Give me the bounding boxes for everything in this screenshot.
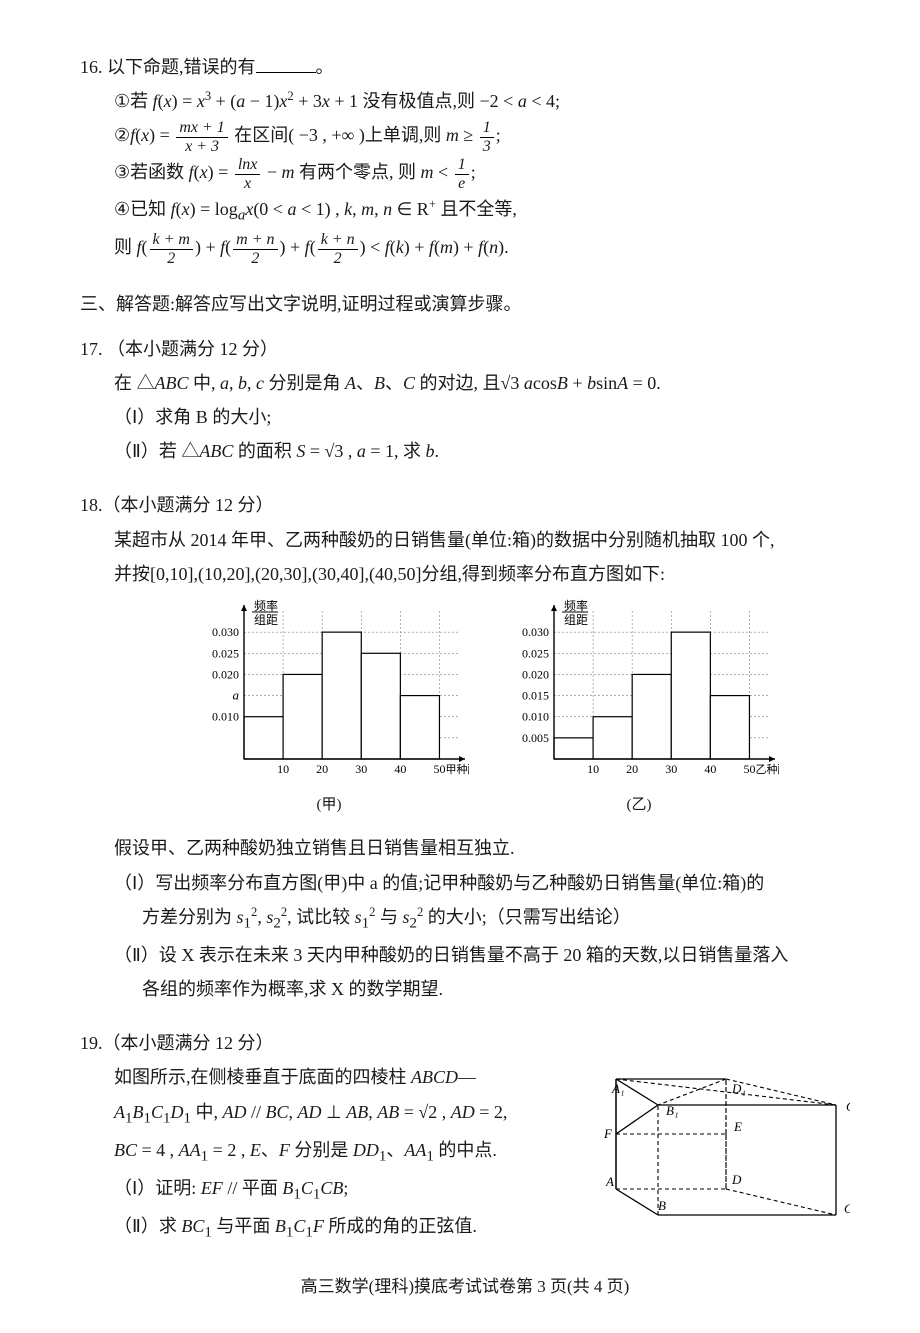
chart-b-caption: (乙) bbox=[627, 791, 652, 820]
chart-a-wrap: 10 20 30 40 50 0.010 0.020 0.025 0.030 a 频率组距甲种酸奶日… bbox=[189, 599, 469, 820]
svg-text:0.015: 0.015 bbox=[522, 688, 549, 702]
question-19: 19.（本小题满分 12 分） 如图所示,在侧棱垂直于底面的四棱柱 ABCD— … bbox=[80, 1026, 850, 1247]
q19-line2: A1B1C1D1 中, AD // BC, AD ⊥ AB, AB = √2 ,… bbox=[80, 1095, 578, 1133]
q18-assume: 假设甲、乙两种酸奶独立销售且日销售量相互独立. bbox=[80, 831, 850, 865]
svg-text:F: F bbox=[603, 1126, 613, 1141]
q18-line2: 并按[0,10],(10,20],(20,30],(30,40],(40,50]… bbox=[80, 557, 850, 591]
svg-text:20: 20 bbox=[316, 762, 328, 776]
svg-text:频率: 频率 bbox=[254, 599, 278, 613]
svg-text:A₁: A₁ bbox=[611, 1081, 624, 1096]
svg-text:B₁: B₁ bbox=[666, 1103, 678, 1118]
charts-row: 10203040500.0100.0200.0250.030a频率组距甲种酸奶日… bbox=[118, 599, 850, 820]
blank bbox=[256, 55, 316, 73]
q16-stem-text: 16. 以下命题,错误的有 bbox=[80, 57, 256, 77]
question-16: 16. 以下命题,错误的有 。 ①若 f(x) = x3 + (a − 1)x2 … bbox=[80, 50, 850, 267]
q18-part2b: 各组的频率作为概率,求 X 的数学期望. bbox=[80, 972, 850, 1006]
q19-line3: BC = 4 , AA1 = 2 , E、F 分别是 DD1、AA1 的中点. bbox=[80, 1133, 578, 1171]
q19-line1: 如图所示,在侧棱垂直于底面的四棱柱 ABCD— bbox=[80, 1060, 578, 1094]
svg-text:0.010: 0.010 bbox=[212, 710, 239, 724]
svg-text:E: E bbox=[733, 1119, 742, 1134]
q16-item-4b: 则 f(k + m2) + f(m + n2) + f(k + n2) < f(… bbox=[80, 230, 850, 267]
q16-period: 。 bbox=[316, 57, 334, 77]
q18-part1b: 方差分别为 s12, s22, 试比较 s12 与 s22 的大小;（只需写出结… bbox=[80, 900, 850, 938]
svg-text:B: B bbox=[658, 1198, 666, 1213]
svg-text:0.030: 0.030 bbox=[522, 625, 549, 639]
q19-text: 如图所示,在侧棱垂直于底面的四棱柱 ABCD— A1B1C1D1 中, AD /… bbox=[80, 1060, 578, 1247]
q19-title: 19.（本小题满分 12 分） bbox=[80, 1026, 850, 1060]
svg-text:组距: 组距 bbox=[564, 613, 588, 627]
svg-text:40: 40 bbox=[704, 762, 716, 776]
svg-text:30: 30 bbox=[355, 762, 367, 776]
chart-a: 10 20 30 40 50 0.010 0.020 0.025 0.030 a 频率组距甲种酸奶日… bbox=[189, 599, 469, 789]
prism-figure: A B C D A₁ B₁ C₁ D₁ E F bbox=[590, 1060, 850, 1225]
q16-item-1: ①若 f(x) = x3 + (a − 1)x2 + 3x + 1 没有极值点,… bbox=[80, 84, 850, 118]
chart-b: 10 20 30 40 50 0.005 0.010 0.015 0.020 0.025 0.030… bbox=[499, 599, 779, 789]
svg-text:频率: 频率 bbox=[564, 599, 588, 613]
svg-text:0.010: 0.010 bbox=[522, 710, 549, 724]
svg-text:30: 30 bbox=[665, 762, 677, 776]
q18-part1a: （Ⅰ）写出频率分布直方图(甲)中 a 的值;记甲种酸奶与乙种酸奶日销售量(单位:… bbox=[80, 866, 850, 900]
svg-text:0.030: 0.030 bbox=[212, 625, 239, 639]
svg-text:a: a bbox=[233, 687, 240, 702]
svg-text:D: D bbox=[731, 1172, 742, 1187]
section-3-header: 三、解答题:解答应写出文字说明,证明过程或演算步骤。 bbox=[80, 287, 850, 321]
q17-line1: 在 △ABC 中, a, b, c 分别是角 A、B、C 的对边, 且√3 ac… bbox=[80, 366, 850, 400]
svg-text:甲种酸奶日销售量/箱: 甲种酸奶日销售量/箱 bbox=[445, 762, 469, 776]
question-18: 18.（本小题满分 12 分） 某超市从 2014 年甲、乙两种酸奶的日销售量(… bbox=[80, 488, 850, 1006]
q18-part2a: （Ⅱ）设 X 表示在未来 3 天内甲种酸奶的日销售量不高于 20 箱的天数,以日… bbox=[80, 938, 850, 972]
q17-part1: （Ⅰ）求角 B 的大小; bbox=[80, 400, 850, 434]
svg-text:50: 50 bbox=[743, 762, 755, 776]
q19-figure: A B C D A₁ B₁ C₁ D₁ E F bbox=[590, 1060, 850, 1236]
q16-item-4a: ④已知 f(x) = logax(0 < a < 1) , k, m, n ∈ … bbox=[80, 192, 850, 230]
q18-title: 18.（本小题满分 12 分） bbox=[80, 488, 850, 522]
svg-text:0.020: 0.020 bbox=[522, 667, 549, 681]
svg-text:C: C bbox=[844, 1201, 850, 1216]
svg-text:乙种酸奶日销售量/箱: 乙种酸奶日销售量/箱 bbox=[755, 762, 779, 776]
svg-text:A: A bbox=[605, 1174, 614, 1189]
q18-line1: 某超市从 2014 年甲、乙两种酸奶的日销售量(单位:箱)的数据中分别随机抽取 … bbox=[80, 523, 850, 557]
svg-text:40: 40 bbox=[394, 762, 406, 776]
svg-text:10: 10 bbox=[587, 762, 599, 776]
q16-item-3: ③若函数 f(x) = lnxx − m 有两个零点, 则 m < 1e; bbox=[80, 155, 850, 192]
svg-text:0.020: 0.020 bbox=[212, 667, 239, 681]
svg-text:组距: 组距 bbox=[254, 613, 278, 627]
q19-part2: （Ⅱ）求 BC1 与平面 B1C1F 所成的角的正弦值. bbox=[80, 1209, 578, 1247]
question-17: 17. （本小题满分 12 分） 在 △ABC 中, a, b, c 分别是角 … bbox=[80, 332, 850, 469]
chart-a-caption: (甲) bbox=[317, 791, 342, 820]
q17-title: 17. （本小题满分 12 分） bbox=[80, 332, 850, 366]
svg-text:20: 20 bbox=[626, 762, 638, 776]
svg-text:10: 10 bbox=[277, 762, 289, 776]
chart-b-wrap: 10 20 30 40 50 0.005 0.010 0.015 0.020 0.025 0.030… bbox=[499, 599, 779, 820]
q19-part1: （Ⅰ）证明: EF // 平面 B1C1CB; bbox=[80, 1171, 578, 1209]
q16-stem: 16. 以下命题,错误的有 。 bbox=[80, 50, 850, 84]
svg-text:D₁: D₁ bbox=[731, 1081, 746, 1096]
svg-text:0.025: 0.025 bbox=[212, 646, 239, 660]
svg-text:50: 50 bbox=[433, 762, 445, 776]
svg-text:0.005: 0.005 bbox=[522, 731, 549, 745]
page-footer: 高三数学(理科)摸底考试试卷第 3 页(共 4 页) bbox=[80, 1271, 850, 1303]
q16-item-2: ②f(x) = mx + 1x + 3 在区间( −3 , +∞ )上单调,则 … bbox=[80, 118, 850, 155]
svg-text:0.025: 0.025 bbox=[522, 646, 549, 660]
svg-text:C₁: C₁ bbox=[846, 1099, 850, 1114]
q17-part2: （Ⅱ）若 △ABC 的面积 S = √3 , a = 1, 求 b. bbox=[80, 434, 850, 468]
